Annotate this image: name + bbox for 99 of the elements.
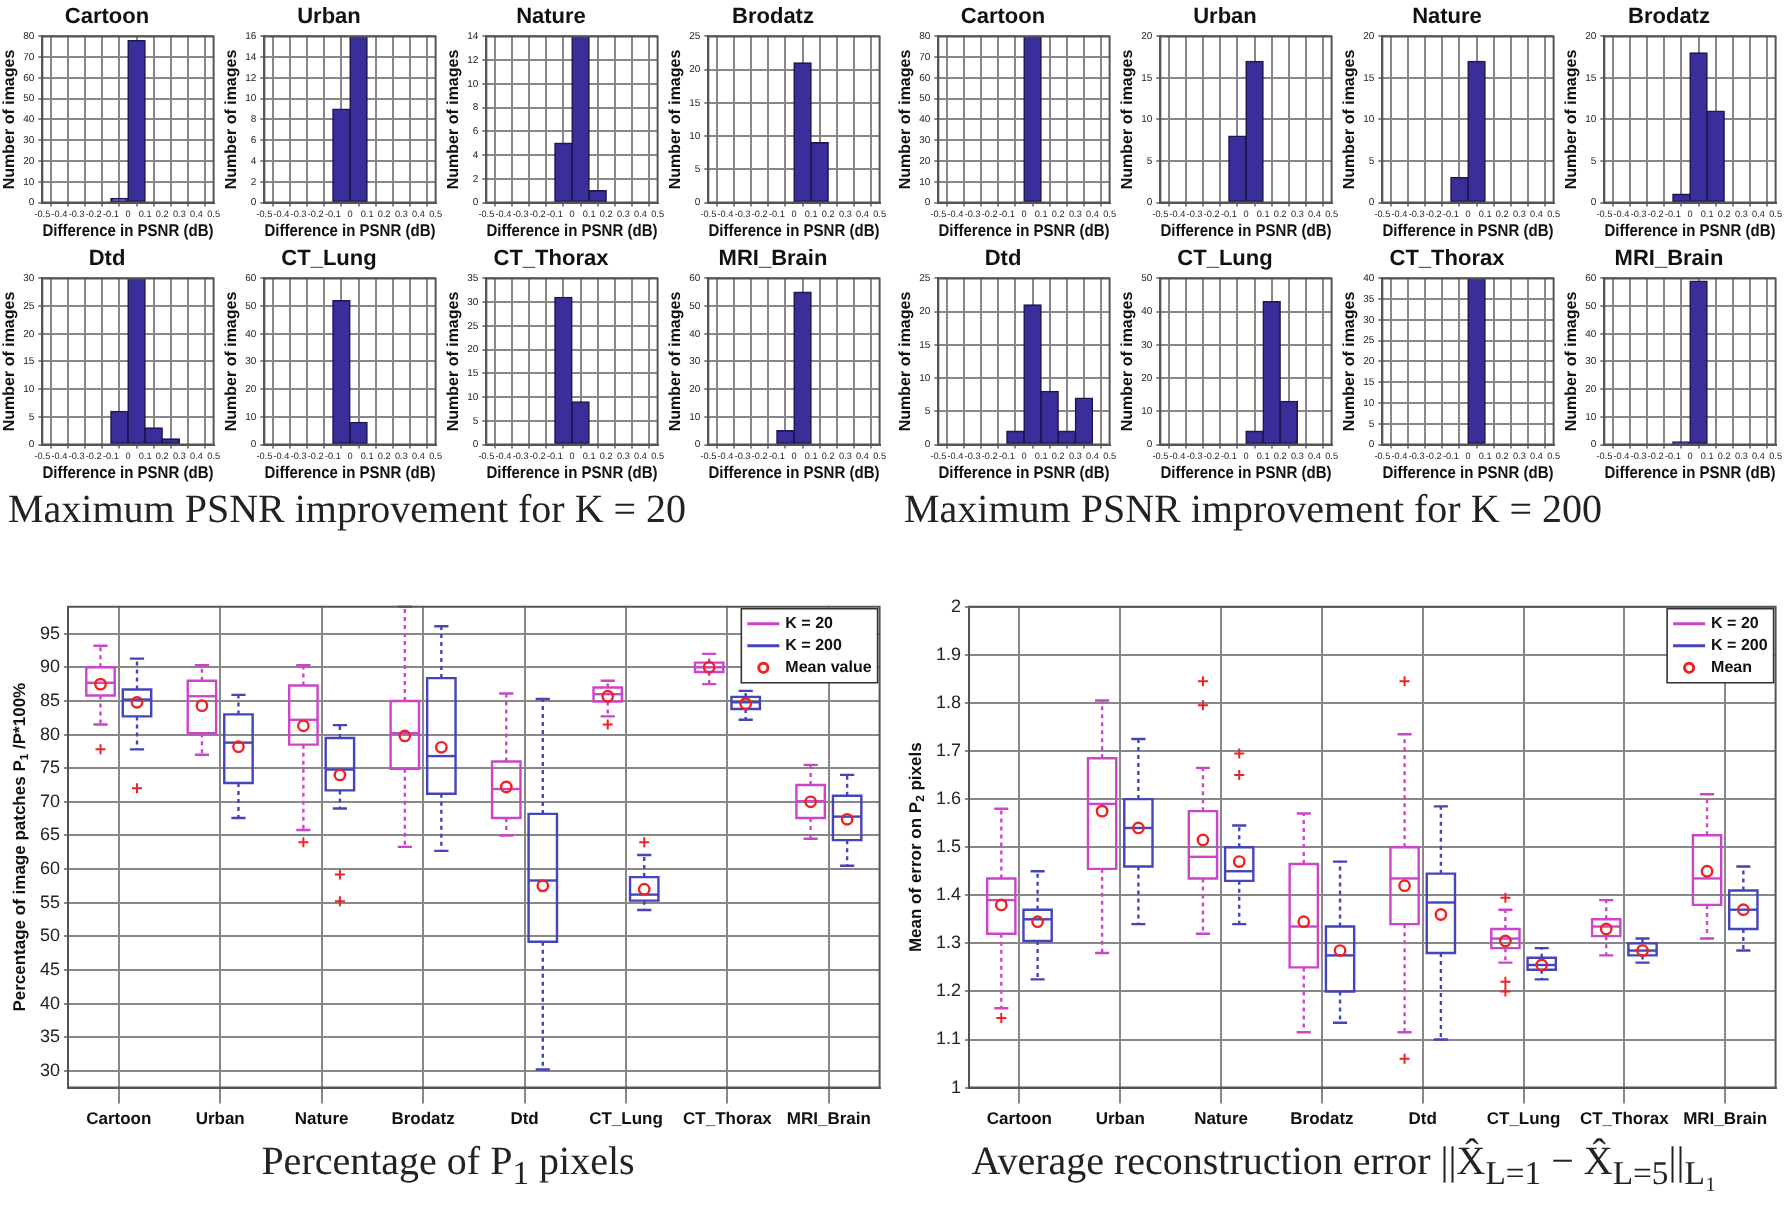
x-tick-label: CT_Lung	[1486, 1108, 1561, 1129]
chart-title: Brodatz	[732, 5, 815, 30]
y-tick-label: 45	[39, 958, 61, 979]
x-axis-title: Difference in PSNR (dB)	[708, 221, 881, 241]
y-axis-title: Number of images	[896, 290, 915, 432]
x-axis-title: Difference in PSNR (dB)	[938, 221, 1111, 241]
x-axis-title: Difference in PSNR (dB)	[1382, 221, 1555, 241]
x-axis-title: Difference in PSNR (dB)	[42, 221, 215, 241]
y-tick-label: 55	[39, 891, 61, 912]
text: Average reconstruction error ||X̂$_{L=1}$ − X̂$_{L=5}$||$_{L₁}$	[969, 1140, 1719, 1196]
x-tick-label: Brodatz	[1290, 1108, 1354, 1129]
x-tick-label: Brodatz	[391, 1108, 455, 1129]
x-axis-title: Difference in PSNR (dB)	[708, 463, 881, 483]
y-tick-label: 75	[39, 757, 61, 778]
legend-label: K = 20	[785, 614, 835, 633]
x-axis-title: Difference in PSNR (dB)	[938, 463, 1111, 483]
y-tick-label: 85	[39, 689, 61, 710]
y-axis-title: Number of images	[222, 48, 241, 190]
chart-title: CT_Lung	[1177, 247, 1273, 272]
chart-title: Urban	[1193, 5, 1258, 30]
y-tick-label: 1.1	[935, 1028, 962, 1049]
y-tick-label: 90	[39, 656, 61, 677]
x-tick-label: MRI_Brain	[1683, 1108, 1768, 1129]
legend-label: Mean value	[785, 658, 873, 677]
y-tick-label: 30	[39, 1059, 61, 1080]
x-tick-label: CT_Lung	[589, 1108, 663, 1129]
y-tick-label: 50	[39, 925, 61, 946]
y-tick-label: 2	[950, 595, 962, 616]
x-tick-label: Cartoon	[986, 1108, 1053, 1129]
y-tick-label: 1.8	[935, 691, 962, 712]
y-tick-label: 1	[950, 1076, 962, 1097]
legend-label: K = 20	[1711, 614, 1760, 633]
y-axis-title: Number of images	[666, 290, 685, 432]
text: Maximum PSNR improvement for K = 20	[8, 488, 689, 532]
legend-label: Mean	[1711, 658, 1753, 677]
y-tick-label: 65	[39, 824, 61, 845]
chart-title: MRI_Brain	[1614, 247, 1724, 272]
text: Percentage of P$_{1}$ pixels	[259, 1140, 637, 1196]
y-axis-title: Number of images	[666, 48, 685, 190]
y-tick-label: 1.2	[935, 980, 962, 1001]
y-axis-title: Number of images	[444, 290, 463, 432]
y-tick-label: 60	[39, 858, 61, 879]
x-tick-label: Dtd	[1408, 1108, 1437, 1129]
y-axis-title: Number of images	[1118, 48, 1137, 190]
x-axis-title: Difference in PSNR (dB)	[486, 463, 659, 483]
chart-title: Cartoon	[64, 5, 150, 30]
y-tick-label: 95	[39, 622, 61, 643]
y-tick-label: 1.9	[935, 643, 962, 664]
x-tick-label: Urban	[195, 1108, 245, 1129]
chart-title: Brodatz	[1628, 5, 1711, 30]
x-tick-label: Nature	[1194, 1108, 1249, 1129]
y-tick-label: 1.7	[935, 740, 962, 761]
y-axis-title: Number of images	[0, 290, 19, 432]
x-axis-title: Difference in PSNR (dB)	[1160, 221, 1333, 241]
y-axis-title: Number of images	[0, 48, 19, 190]
y-tick-label: 70	[39, 790, 61, 811]
x-axis-title: Difference in PSNR (dB)	[1604, 221, 1777, 241]
x-axis-title: Difference in PSNR (dB)	[1382, 463, 1555, 483]
chart-title: MRI_Brain	[718, 247, 828, 272]
y-tick-label: 80	[39, 723, 61, 744]
y-axis-title: Number of images	[222, 290, 241, 432]
x-axis-title: Difference in PSNR (dB)	[264, 463, 437, 483]
y-tick-label: 1.4	[935, 884, 962, 905]
y-axis-title: Number of images	[1340, 290, 1359, 432]
x-axis-title: Difference in PSNR (dB)	[1160, 463, 1333, 483]
y-tick-label: 1.6	[935, 788, 962, 809]
y-axis-title: Number of images	[1562, 290, 1581, 432]
text: Maximum PSNR improvement for K = 200	[904, 488, 1605, 532]
y-tick-label: 1.5	[935, 836, 962, 857]
chart-title: Nature	[516, 5, 586, 30]
x-axis-title: Difference in PSNR (dB)	[264, 221, 437, 241]
x-tick-label: CT_Thorax	[683, 1108, 773, 1129]
y-tick-label: 1.3	[935, 932, 962, 953]
y-axis-title: Number of images	[896, 48, 915, 190]
x-tick-label: Cartoon	[86, 1108, 152, 1129]
chart-title: CT_Thorax	[493, 247, 611, 272]
x-tick-label: Dtd	[510, 1108, 539, 1129]
chart-title: Nature	[1412, 5, 1482, 30]
y-axis-title: Number of images	[1340, 48, 1359, 190]
chart-title: Cartoon	[960, 5, 1046, 30]
chart-title: Urban	[297, 5, 362, 30]
y-axis-title: Number of images	[1118, 290, 1137, 432]
x-tick-label: Urban	[1095, 1108, 1145, 1129]
legend-label: K = 200	[785, 636, 843, 655]
x-tick-label: MRI_Brain	[786, 1108, 871, 1129]
chart-title: Dtd	[88, 247, 126, 272]
chart-title: CT_Thorax	[1389, 247, 1507, 272]
y-tick-label: 40	[39, 992, 61, 1013]
y-tick-label: 35	[39, 1026, 61, 1047]
x-tick-label: Nature	[294, 1108, 350, 1129]
y-axis-title: Number of images	[444, 48, 463, 190]
chart-title: CT_Lung	[281, 247, 377, 272]
x-tick-label: CT_Thorax	[1579, 1108, 1670, 1129]
x-axis-title: Difference in PSNR (dB)	[1604, 463, 1777, 483]
x-axis-title: Difference in PSNR (dB)	[42, 463, 215, 483]
x-axis-title: Difference in PSNR (dB)	[486, 221, 659, 241]
legend-label: K = 200	[1711, 636, 1769, 655]
chart-title: Dtd	[984, 247, 1022, 272]
y-axis-title: Number of images	[1562, 48, 1581, 190]
